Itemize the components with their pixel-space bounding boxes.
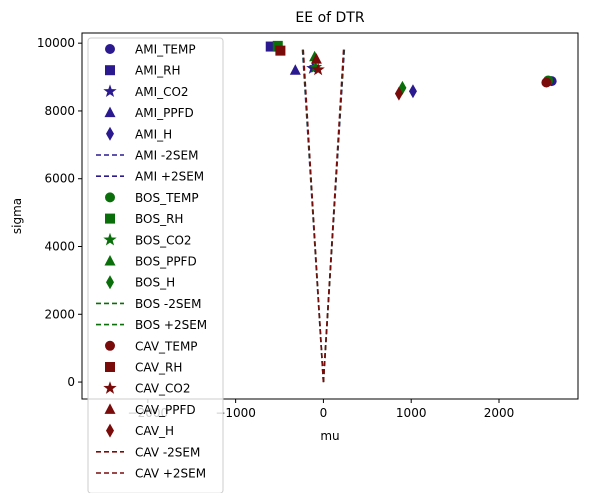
legend-label-bos-2sem: BOS -2SEM (135, 297, 201, 311)
y-tick-label: 2000 (44, 307, 75, 321)
legend-swatch-bos-h (106, 275, 114, 290)
point-ami-ppfd (289, 64, 301, 75)
y-tick-label: 6000 (44, 172, 75, 186)
legend-swatch-bos-ppfd (104, 255, 116, 266)
legend-swatch-ami-ppfd (104, 106, 116, 118)
series-line-cav-2sem (302, 49, 325, 383)
legend-label-cav-2sem: CAV -2SEM (135, 445, 200, 459)
y-tick-label: 8000 (44, 104, 75, 118)
legend-label-bos-temp: BOS_TEMP (135, 191, 199, 205)
legend-swatch-ami-rh (105, 65, 115, 76)
legend-label-ami-2sem: AMI -2SEM (135, 149, 198, 163)
legend-box (87, 37, 224, 493)
x-tick-label: −1000 (215, 406, 256, 420)
legend-swatch-ami-temp (105, 44, 115, 54)
legend-label-ami-2sem: AMI +2SEM (135, 170, 204, 184)
point-bos-co2 (308, 60, 323, 73)
y-tick-label: 0 (67, 375, 75, 389)
legend-swatch-ami-co2 (103, 84, 117, 98)
legend-swatch-cav-rh (105, 362, 115, 372)
legend-swatch-cav-temp (105, 340, 115, 351)
x-axis-label: mu (320, 429, 339, 443)
legend-swatch-cav-co2 (103, 381, 117, 394)
y-tick-label: 10000 (37, 36, 75, 50)
point-cav-ppfd (310, 53, 322, 64)
point-cav-rh (275, 45, 286, 56)
plot-frame (81, 32, 579, 400)
legend-label-cav-temp: CAV_TEMP (135, 339, 198, 353)
legend-swatch-cav-ppfd (104, 403, 116, 414)
chart-title: EE of DTR (295, 10, 364, 26)
point-cav-co2 (311, 62, 325, 76)
point-cav-h (394, 86, 403, 101)
legend-label-bos-co2: BOS_CO2 (135, 233, 192, 247)
legend-swatch-bos-temp (105, 192, 115, 203)
y-tick-label: 4000 (44, 240, 75, 254)
legend-label-bos-2sem: BOS +2SEM (135, 318, 207, 332)
legend-swatch-cav-h (106, 423, 114, 438)
point-cav-temp (541, 77, 552, 88)
legend-label-ami-co2: AMI_CO2 (135, 85, 189, 99)
legend-label-ami-h: AMI_H (135, 127, 172, 141)
legend-label-cav-ppfd: CAV_PPFD (135, 403, 196, 417)
point-ami-h (408, 84, 417, 99)
legend-swatch-bos-rh (105, 213, 115, 224)
legend-label-cav-rh: CAV_RH (135, 361, 182, 375)
legend-label-bos-ppfd: BOS_PPFD (135, 255, 197, 269)
x-tick-label: 2000 (484, 406, 515, 420)
y-axis-label: sigma (10, 198, 24, 234)
legend-swatch-ami-h (106, 126, 114, 141)
x-tick-label: 0 (320, 406, 328, 420)
legend-swatch-bos-co2 (103, 232, 117, 246)
x-tick-label: 1000 (396, 406, 427, 420)
point-ami-rh (265, 41, 276, 52)
legend-label-ami-ppfd: AMI_PPFD (135, 106, 194, 120)
legend-label-bos-h: BOS_H (135, 276, 175, 290)
legend-label-cav-h: CAV_H (135, 424, 174, 438)
plot-data (265, 40, 557, 383)
legend: AMI_TEMP AMI_RH AMI_CO2 AMI_PPFD AMI_H AMI -2… (87, 37, 224, 493)
legend-label-ami-rh: AMI_RH (135, 64, 180, 78)
series-line-cav-2sem (322, 49, 345, 383)
legend-label-cav-2sem: CAV +2SEM (135, 467, 206, 481)
legend-label-bos-rh: BOS_RH (135, 212, 183, 226)
legend-label-ami-temp: AMI_TEMP (135, 43, 196, 57)
legend-label-cav-co2: CAV_CO2 (135, 382, 191, 396)
